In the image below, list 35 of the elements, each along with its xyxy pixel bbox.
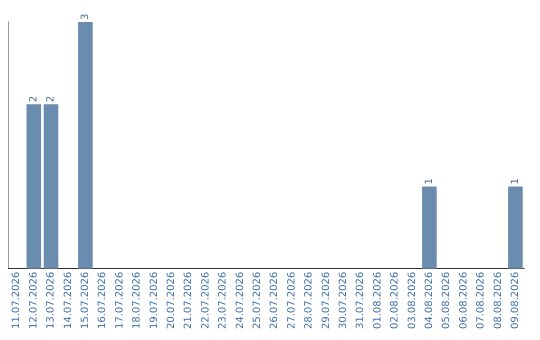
- x-tick-label: 06.08.2026: [458, 272, 470, 330]
- x-tick-label: 05.08.2026: [441, 272, 452, 330]
- x-tick-label: 27.07.2026: [286, 272, 298, 330]
- x-tick-label: 28.07.2026: [304, 272, 315, 330]
- x-tick-label: 13.07.2026: [46, 272, 57, 330]
- x-tick-label: 15.07.2026: [80, 272, 91, 330]
- x-tick-label: 26.07.2026: [269, 272, 280, 330]
- x-tick-label: 16.07.2026: [97, 272, 108, 330]
- x-tick-label: 01.08.2026: [372, 272, 384, 330]
- x-tick-label: 25.07.2026: [252, 272, 263, 330]
- x-tick-label: 23.07.2026: [218, 272, 229, 330]
- data-label: 2: [46, 96, 57, 102]
- x-tick-label: 04.08.2026: [424, 272, 435, 330]
- data-label: 3: [80, 14, 91, 20]
- x-tick-label: 07.08.2026: [476, 272, 487, 330]
- data-label: 1: [424, 178, 435, 184]
- x-tick-label: 17.07.2026: [114, 272, 126, 330]
- x-tick-label: 20.07.2026: [166, 272, 177, 330]
- x-tick-label: 29.07.2026: [320, 272, 332, 330]
- x-tick-label: 12.07.2026: [28, 272, 40, 330]
- x-tick-label: 11.07.2026: [11, 272, 22, 330]
- data-label: 1: [510, 178, 521, 184]
- x-tick-label: 02.08.2026: [390, 272, 401, 330]
- x-tick-label: 19.07.2026: [148, 272, 160, 330]
- x-tick-label: 24.07.2026: [234, 272, 246, 330]
- x-tick-label: 31.07.2026: [355, 272, 366, 330]
- x-tick-label: 09.08.2026: [510, 272, 521, 330]
- x-tick-label: 14.07.2026: [62, 272, 74, 330]
- x-tick-label: 18.07.2026: [132, 272, 143, 330]
- x-tick-label: 08.08.2026: [492, 272, 504, 330]
- x-tick-label: 21.07.2026: [183, 272, 194, 330]
- x-tick-label: 30.07.2026: [338, 272, 349, 330]
- x-tick-label: 22.07.2026: [200, 272, 212, 330]
- data-label: 2: [28, 96, 40, 102]
- x-tick-label: 03.08.2026: [406, 272, 418, 330]
